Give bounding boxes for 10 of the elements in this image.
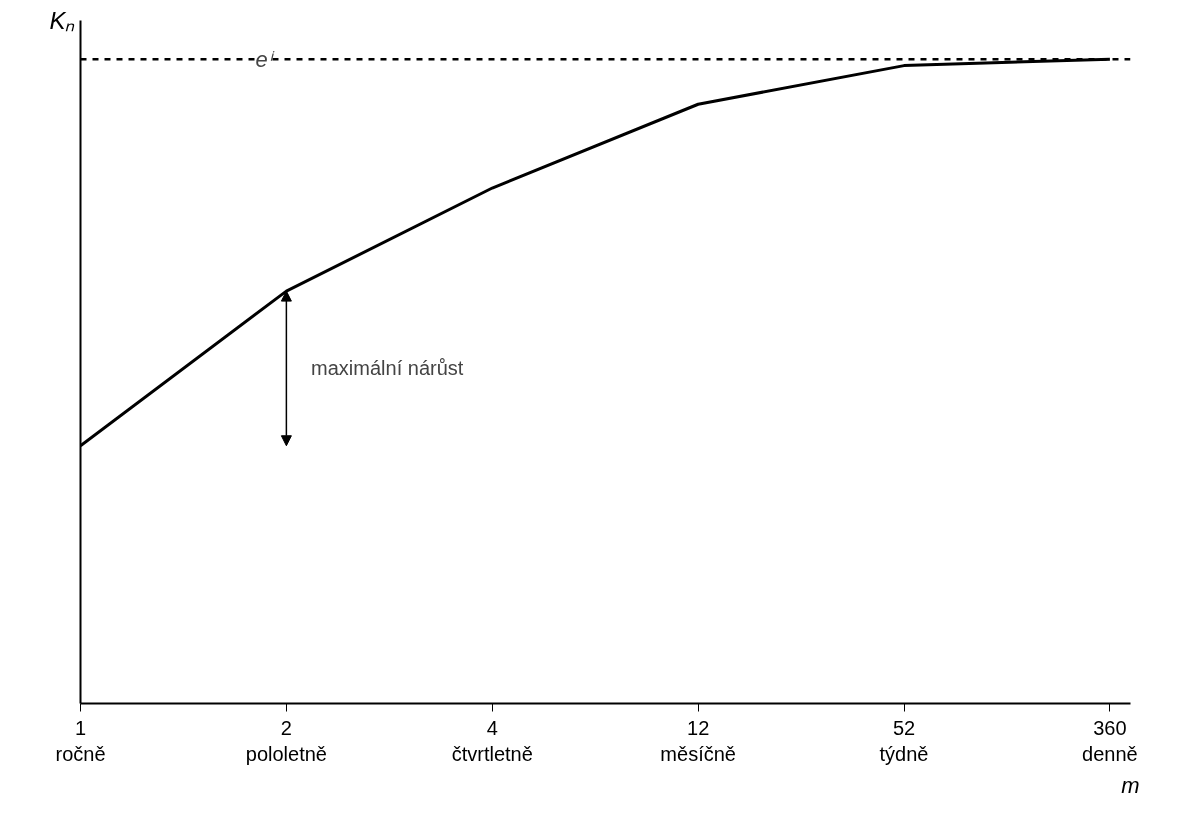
x-tick-label: 360 denně [1082, 716, 1138, 765]
x-tick-label: 52 týdně [879, 716, 929, 765]
ref-line-label: eⁱ [255, 46, 275, 72]
x-tick-label: 12 měsíčně [660, 716, 736, 765]
x-tick-label: 4 čtvrtletně [451, 716, 533, 765]
y-axis-title: Kₙ [49, 7, 76, 34]
annotation: maximální nárůst [311, 357, 464, 380]
x-tick-label: 2 pololetně [245, 716, 327, 765]
x-axis-title: m [1121, 772, 1140, 798]
x-tick-label: 1 ročně [55, 716, 106, 765]
